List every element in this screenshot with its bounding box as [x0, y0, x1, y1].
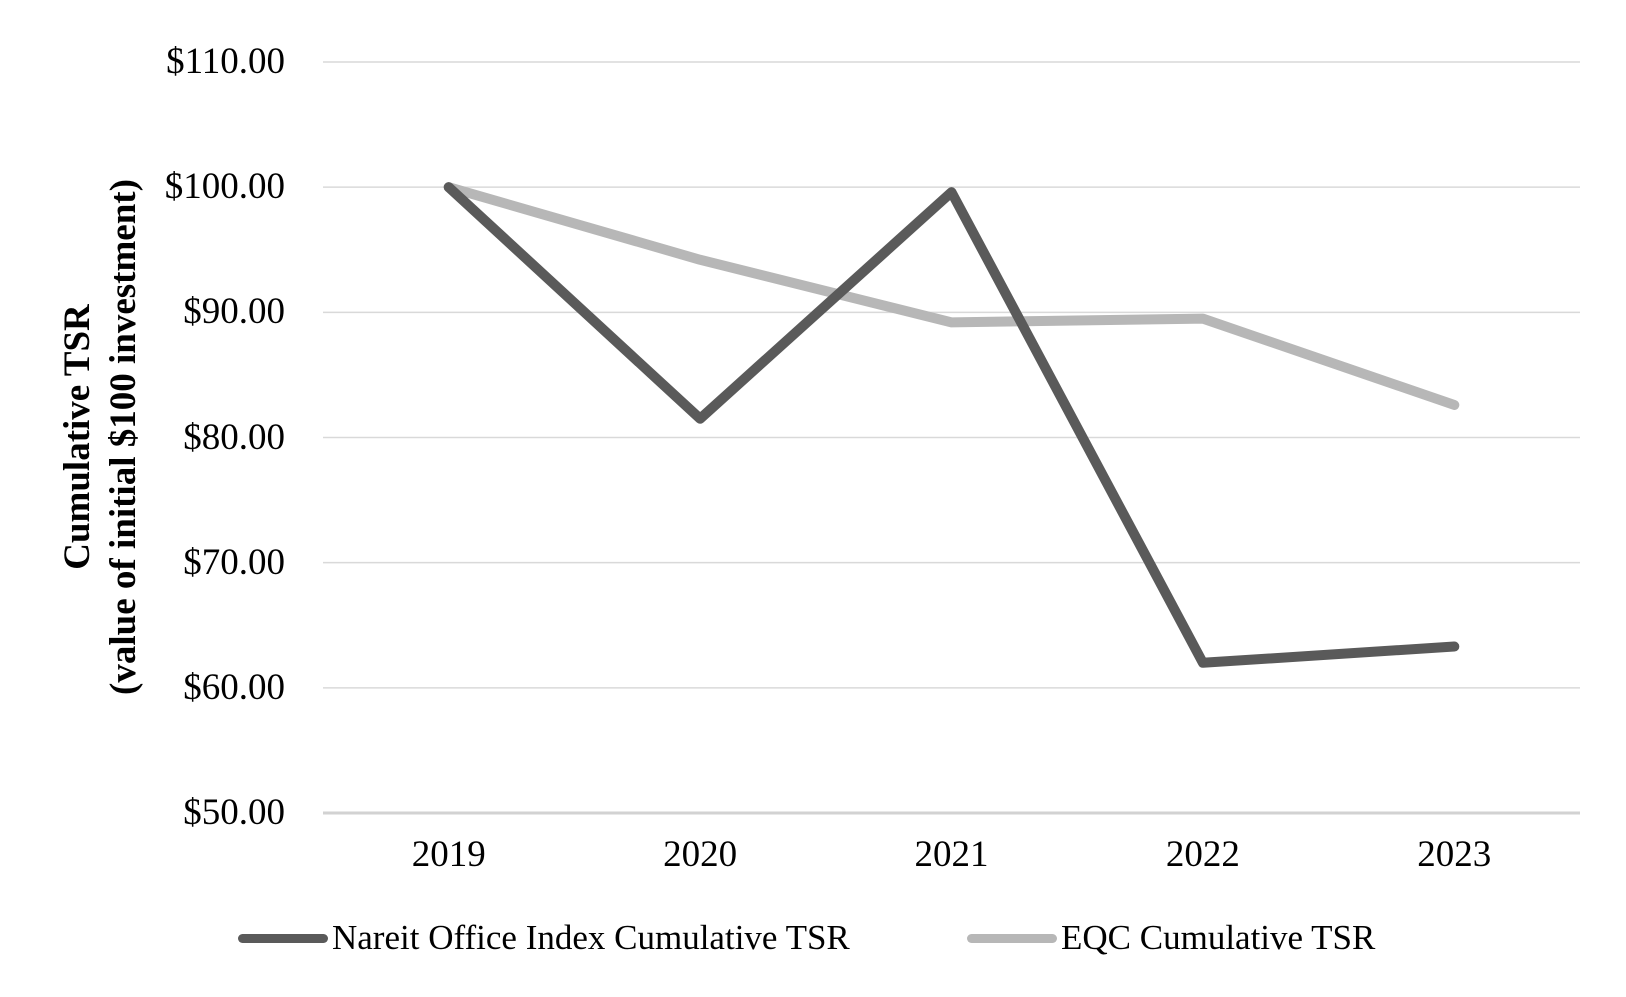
legend-item: Nareit Office Index Cumulative TSR	[238, 915, 850, 961]
x-tick-label: 2023	[1417, 834, 1492, 875]
y-tick-label: $70.00	[183, 541, 285, 583]
legend-label: Nareit Office Index Cumulative TSR	[332, 918, 850, 957]
y-tick-label: $60.00	[183, 666, 285, 708]
x-tick-label: 2019	[411, 834, 486, 875]
legend-item: EQC Cumulative TSR	[967, 915, 1375, 961]
y-tick-label: $110.00	[166, 41, 285, 82]
x-tick-label: 2020	[663, 834, 738, 875]
series-line-eqc-cumulative-tsr	[443, 182, 1460, 410]
x-tick-label: 2021	[914, 834, 989, 875]
x-tick-label: 2022	[1165, 834, 1240, 875]
series-line-nareit-office-index-cumulative-tsr	[443, 182, 1460, 668]
y-tick-label: $90.00	[183, 291, 285, 333]
legend-line-swatch-icon	[238, 933, 328, 943]
y-tick-label: $50.00	[183, 792, 285, 833]
legend-line-swatch-icon	[967, 933, 1057, 943]
y-tick-label: $80.00	[183, 416, 285, 458]
legend-label: EQC Cumulative TSR	[1061, 918, 1376, 957]
y-tick-label: $100.00	[164, 166, 285, 208]
